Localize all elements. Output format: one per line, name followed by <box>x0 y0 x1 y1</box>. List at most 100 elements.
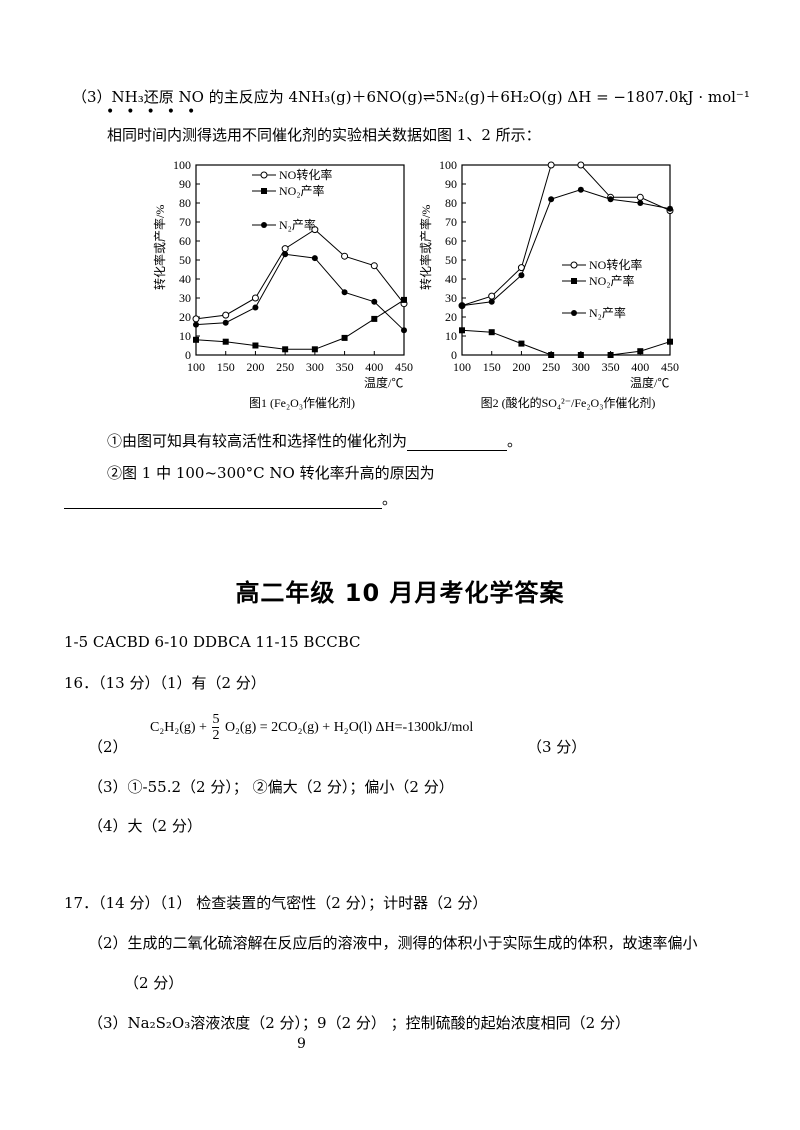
legend-marker <box>571 278 577 284</box>
data-point <box>222 338 229 345</box>
x-tick-label: 100 <box>187 360 205 374</box>
y-tick-label: 10 <box>445 329 457 343</box>
data-point <box>667 338 673 345</box>
y-tick-label: 80 <box>179 196 191 210</box>
y-tick-label: 100 <box>173 158 191 172</box>
legend-marker <box>571 310 577 316</box>
y-tick-label: 60 <box>179 234 191 248</box>
y-tick-label: 70 <box>179 215 191 229</box>
fraction-denominator: 2 <box>212 728 220 743</box>
x-tick-label: 150 <box>483 360 501 374</box>
data-point <box>667 205 673 212</box>
chart-title: 图2 (酸化的SO₄²⁻/Fe₂O₃作催化剂) <box>481 395 656 410</box>
series-line-1 <box>195 299 405 350</box>
multiple-choice-answers: 1-5 CACBD 6-10 DDBCA 11-15 BCCBC <box>64 633 361 651</box>
data-point <box>637 200 644 206</box>
figure-2-chart: 0 10 20 30 40 50 60 70 80 90 100 100 150 200 250 300 350… <box>418 158 679 410</box>
figure-1-chart: 0 10 20 30 40 50 60 70 80 90 100 100 150 200 250 300 350… <box>152 158 413 410</box>
data-point <box>222 311 230 319</box>
question-3-stem: （3）NH₃还原 NO 的主反应为 4NH₃(g)＋6NO(g)⇌5N₂(g)＋… <box>72 88 750 106</box>
legend-label: N₂产率 <box>589 305 626 320</box>
data-point <box>488 298 495 305</box>
data-point <box>548 196 555 203</box>
series-line-1 <box>461 329 671 356</box>
answer-16-4: （4）大（2 分） <box>88 817 202 835</box>
data-point <box>577 161 585 169</box>
data-point <box>459 327 465 334</box>
legend-label: NO₂产率 <box>589 273 635 288</box>
equation-fraction: 5 2 <box>212 712 220 743</box>
data-point <box>371 315 378 322</box>
answer-16-3: （3）①-55.2（2 分）； ②偏大（2 分）；偏小（2 分） <box>88 778 454 796</box>
data-point <box>193 336 199 343</box>
answer-16-2-prefix: （2） <box>88 738 128 756</box>
sub-question-1-end: 。 <box>507 432 523 450</box>
x-tick-label: 200 <box>512 360 530 374</box>
answer-16-2-equation: C₂H₂(g) + 5 2 O₂(g) = 2CO₂(g) + H₂O(l) Δ… <box>150 712 473 743</box>
x-tick-label: 400 <box>365 360 383 374</box>
x-tick-label: 450 <box>395 360 413 374</box>
legend-label: N₂产率 <box>279 217 316 232</box>
series-line-2 <box>461 189 671 307</box>
data-point <box>488 329 495 336</box>
answers-title: 高二年级 10 月月考化学答案 <box>235 579 565 607</box>
data-point <box>311 255 318 262</box>
y-tick-label: 40 <box>179 272 191 286</box>
y-tick-label: 100 <box>439 158 457 172</box>
x-tick-label: 250 <box>542 360 560 374</box>
y-tick-label: 50 <box>179 253 191 267</box>
data-point <box>371 298 378 305</box>
y-axis-label: 转化率或产率/% <box>418 205 433 290</box>
y-tick-label: 60 <box>445 234 457 248</box>
page-number: 9 <box>297 1036 306 1052</box>
x-tick-label: 250 <box>276 360 294 374</box>
data-point <box>370 262 378 270</box>
emphasis-dots: ••••• <box>106 104 208 120</box>
data-point <box>311 346 318 353</box>
x-tick-label: 400 <box>631 360 649 374</box>
data-point <box>252 304 259 311</box>
data-point <box>637 348 644 355</box>
y-tick-label: 0 <box>185 348 191 362</box>
data-point <box>577 352 584 358</box>
sub-question-2-end: 。 <box>382 490 398 508</box>
data-point <box>577 186 584 193</box>
data-point <box>252 342 259 349</box>
data-point <box>636 193 644 201</box>
sub-question-2-blank-line: 。 <box>64 488 397 509</box>
answer-17-head: 17．（14 分）（1） 检查装置的气密性（2 分）；计时器（2 分） <box>64 894 488 912</box>
sub-question-2: ②图 1 中 100~300°C NO 转化率升高的原因为 <box>107 464 435 482</box>
data-point <box>488 292 496 300</box>
y-tick-label: 90 <box>445 177 457 191</box>
x-tick-label: 100 <box>453 360 471 374</box>
data-point <box>281 245 289 253</box>
y-tick-label: 90 <box>179 177 191 191</box>
data-point <box>401 327 407 334</box>
x-tick-label: 200 <box>246 360 264 374</box>
answer-16-2-score: （3 分） <box>527 738 587 756</box>
y-tick-label: 30 <box>445 291 457 305</box>
x-tick-label: 150 <box>217 360 235 374</box>
fraction-numerator: 5 <box>212 712 220 728</box>
y-tick-label: 70 <box>445 215 457 229</box>
data-point <box>341 334 348 341</box>
legend-label: NO转化率 <box>589 257 642 272</box>
y-tick-label: 20 <box>179 310 191 324</box>
x-tick-label: 300 <box>306 360 324 374</box>
data-point <box>282 251 289 258</box>
y-tick-label: 30 <box>179 291 191 305</box>
answer-blank-1[interactable] <box>407 432 508 451</box>
y-tick-label: 0 <box>451 348 457 362</box>
data-point <box>311 226 319 234</box>
data-point <box>251 294 259 302</box>
x-tick-label: 450 <box>661 360 679 374</box>
data-point <box>607 196 614 203</box>
y-tick-label: 80 <box>445 196 457 210</box>
answer-blank-2[interactable] <box>64 490 382 509</box>
data-point <box>518 340 525 347</box>
x-axis-label: 温度/℃ <box>630 375 669 390</box>
x-axis-label: 温度/℃ <box>364 375 403 390</box>
data-point <box>282 346 289 353</box>
y-tick-label: 10 <box>179 329 191 343</box>
y-tick-label: 50 <box>445 253 457 267</box>
